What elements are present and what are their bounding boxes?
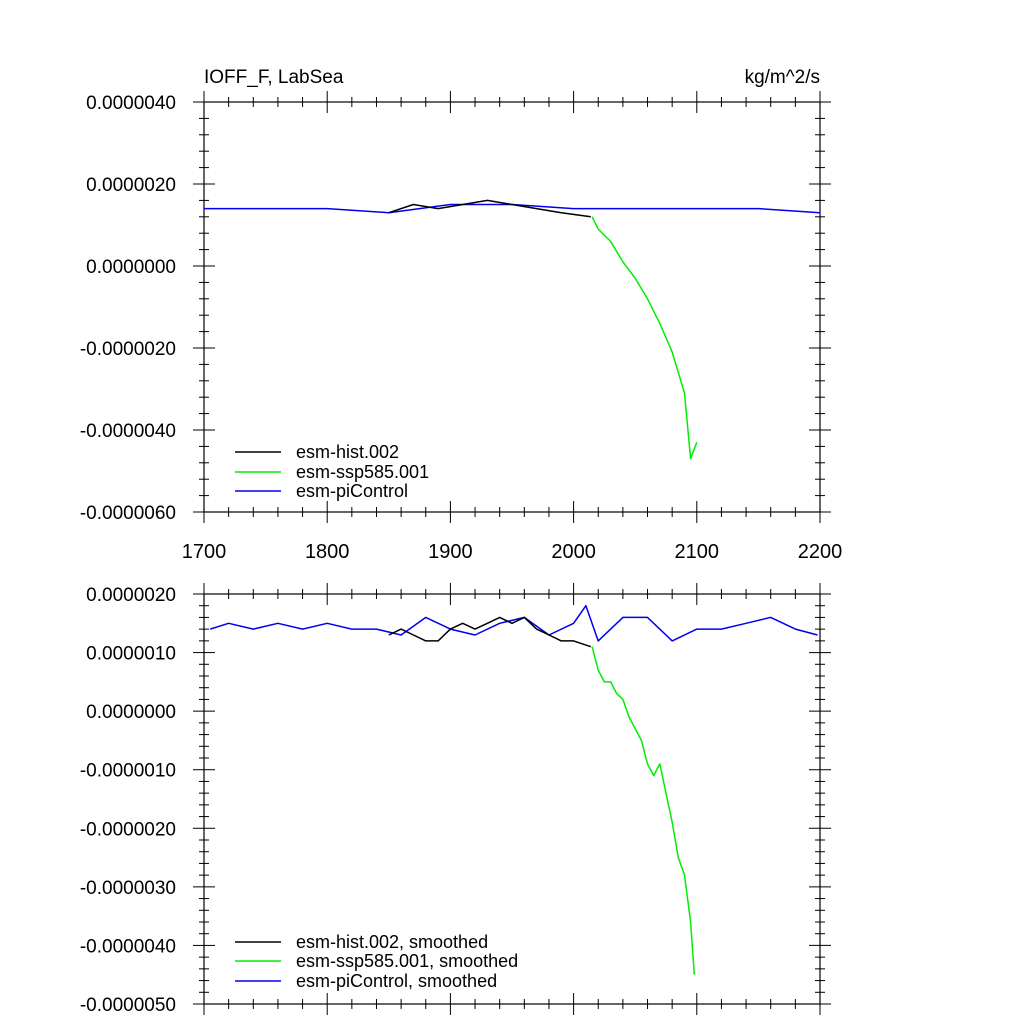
top-panel: IOFF_F, LabSea kg/m^2/s -0.0000060-0.000… (80, 67, 842, 563)
legend-label-hist-smoothed: esm-hist.002, smoothed (296, 932, 488, 952)
bottom-series-lines (209, 604, 818, 975)
x-tick-label: 2100 (675, 541, 720, 563)
legend-label-hist: esm-hist.002 (296, 442, 399, 462)
legend-label-pi: esm-piControl (296, 481, 408, 501)
y-tick-label: 0.0000020 (86, 585, 176, 606)
top-y-tick-labels: -0.0000060 -0.0000040 -0.0000020 0.0000000 0… (80, 93, 176, 524)
x-tick-label: 1800 (305, 541, 350, 563)
y-tick-label: -0.0000060 (80, 503, 176, 524)
top-x-tick-labels: 1700 1800 1900 2000 2100 2200 (182, 541, 843, 563)
bottom-legend: esm-hist.002, smoothed esm-ssp585.001, s… (235, 932, 518, 991)
y-tick-label: -0.0000020 (80, 819, 176, 840)
legend-label-ssp: esm-ssp585.001 (296, 462, 429, 482)
y-tick-label: 0.0000000 (86, 257, 176, 278)
y-tick-label: -0.0000040 (80, 936, 176, 957)
y-tick-label: 0.0000010 (86, 644, 176, 665)
plot-title-units: kg/m^2/s (745, 67, 820, 88)
y-tick-label: -0.0000050 (80, 995, 176, 1016)
x-tick-label: 1900 (428, 541, 473, 563)
top-plot-frame (203, 101, 821, 513)
top-legend: esm-hist.002 esm-ssp585.001 esm-piContro… (235, 442, 429, 501)
y-tick-label: 0.0000020 (86, 175, 176, 196)
series-line-esm-hist-002 (388, 199, 591, 218)
top-series-lines (204, 199, 821, 460)
y-tick-label: -0.0000020 (80, 339, 176, 360)
bottom-plot-frame (203, 593, 821, 1005)
y-tick-label: 0.0000000 (86, 702, 176, 723)
bottom-axis-ticks (193, 583, 831, 1015)
bottom-y-tick-labels: -0.0000050 -0.0000040 -0.0000030 -0.0000020… (80, 585, 176, 1016)
legend-label-ssp-smoothed: esm-ssp585.001, smoothed (296, 951, 518, 971)
series-line-esm-ssp585-001 (591, 216, 698, 460)
y-tick-label: 0.0000040 (86, 93, 176, 114)
y-tick-label: -0.0000040 (80, 421, 176, 442)
series-line-esm-hist-002-smoothed (388, 616, 592, 648)
x-tick-label: 2000 (551, 541, 596, 563)
top-axis-ticks (193, 91, 831, 523)
x-tick-label: 2200 (798, 541, 843, 563)
x-tick-label: 1700 (182, 541, 227, 563)
plot-title-left: IOFF_F, LabSea (204, 67, 344, 88)
y-tick-label: -0.0000010 (80, 761, 176, 782)
legend-label-pi-smoothed: esm-piControl, smoothed (296, 971, 497, 991)
y-tick-label: -0.0000030 (80, 878, 176, 899)
bottom-panel: -0.0000050 -0.0000040 -0.0000030 -0.0000020… (80, 583, 831, 1016)
series-line-esm-ssp585-001-smoothed (591, 646, 696, 975)
